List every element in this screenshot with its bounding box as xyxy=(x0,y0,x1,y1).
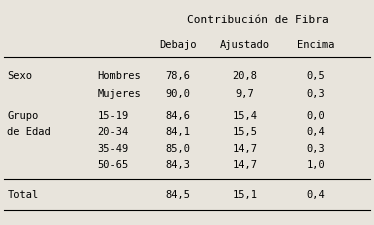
Text: 90,0: 90,0 xyxy=(165,88,190,98)
Text: Debajo: Debajo xyxy=(159,40,196,50)
Text: Contribución de Fibra: Contribución de Fibra xyxy=(187,15,329,25)
Text: 0,4: 0,4 xyxy=(307,127,325,137)
Text: 20,8: 20,8 xyxy=(233,70,257,80)
Text: 85,0: 85,0 xyxy=(165,143,190,153)
Text: Hombres: Hombres xyxy=(97,70,141,80)
Text: 14,7: 14,7 xyxy=(233,143,257,153)
Text: 9,7: 9,7 xyxy=(236,88,254,98)
Text: 0,5: 0,5 xyxy=(307,70,325,80)
Text: Sexo: Sexo xyxy=(7,70,33,80)
Text: 0,3: 0,3 xyxy=(307,143,325,153)
Text: 84,3: 84,3 xyxy=(165,159,190,169)
Text: 1,0: 1,0 xyxy=(307,159,325,169)
Text: Ajustado: Ajustado xyxy=(220,40,270,50)
Text: 15-19: 15-19 xyxy=(97,110,129,120)
Text: 0,0: 0,0 xyxy=(307,110,325,120)
Text: 15,5: 15,5 xyxy=(233,127,257,137)
Text: Total: Total xyxy=(7,189,39,199)
Text: de Edad: de Edad xyxy=(7,127,51,137)
Text: Encima: Encima xyxy=(297,40,335,50)
Text: Mujeres: Mujeres xyxy=(97,88,141,98)
Text: 0,4: 0,4 xyxy=(307,189,325,199)
Text: 35-49: 35-49 xyxy=(97,143,129,153)
Text: Grupo: Grupo xyxy=(7,110,39,120)
Text: 15,4: 15,4 xyxy=(233,110,257,120)
Text: 20-34: 20-34 xyxy=(97,127,129,137)
Text: 84,1: 84,1 xyxy=(165,127,190,137)
Text: 84,6: 84,6 xyxy=(165,110,190,120)
Text: 50-65: 50-65 xyxy=(97,159,129,169)
Text: 0,3: 0,3 xyxy=(307,88,325,98)
Text: 15,1: 15,1 xyxy=(233,189,257,199)
Text: 78,6: 78,6 xyxy=(165,70,190,80)
Text: 14,7: 14,7 xyxy=(233,159,257,169)
Text: 84,5: 84,5 xyxy=(165,189,190,199)
